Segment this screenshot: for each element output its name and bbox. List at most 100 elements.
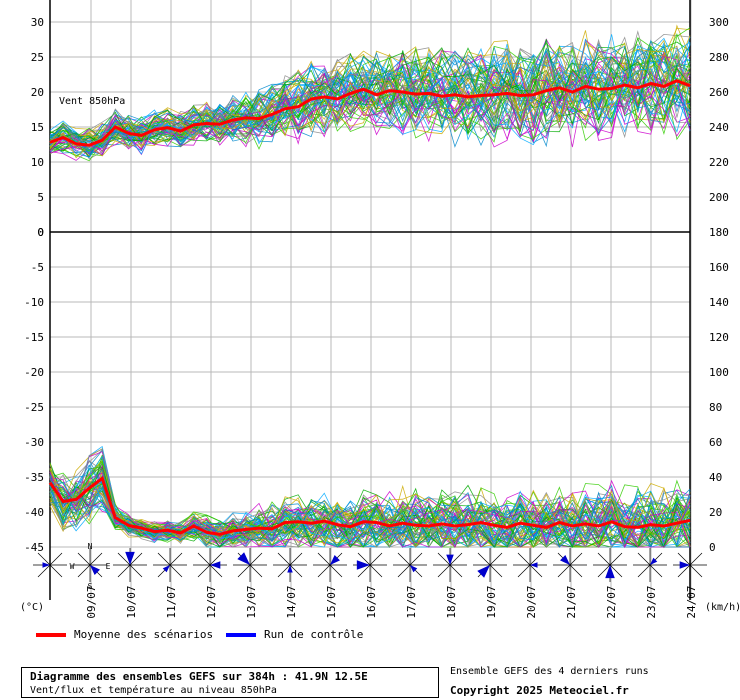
- wind-member-line: [49, 73, 691, 156]
- wind-roses: N S W E: [33, 542, 707, 591]
- title-line-1: Diagramme des ensembles GEFS sur 384h : …: [30, 670, 368, 683]
- temp-y-tick-right: 160: [709, 261, 729, 274]
- wind-rose: [153, 548, 187, 582]
- wind-rose: [353, 548, 387, 582]
- temp-member-line: [49, 460, 691, 539]
- copyright: Copyright 2025 Meteociel.fr: [450, 684, 629, 697]
- temp-y-tick-left: -10: [24, 296, 44, 309]
- wind-rose: [673, 548, 707, 582]
- x-tick-label: 20/07: [525, 585, 538, 618]
- temp-y-tick-left: 0: [37, 226, 44, 239]
- x-tick-label: 10/07: [125, 585, 138, 618]
- temp-y-tick-left: -5: [31, 261, 44, 274]
- wind-y-tick-left: 10: [31, 156, 44, 169]
- wind-y-tick-left: 25: [31, 51, 44, 64]
- compass-letter: N: [88, 542, 93, 551]
- wind-mean-line: [49, 79, 691, 147]
- temp-y-tick-left: -35: [24, 471, 44, 484]
- wind-rose: [233, 548, 267, 582]
- x-tick-label: 13/07: [245, 585, 258, 618]
- wind-y-tick-left: 30: [31, 16, 44, 29]
- x-tick-label: 19/07: [485, 585, 498, 618]
- temp-y-tick-right: 60: [709, 436, 722, 449]
- wind-rose: [513, 548, 547, 582]
- wind-panel-label: Vent 850hPa: [59, 96, 125, 107]
- temp-member-line: [49, 463, 691, 541]
- x-tick-label: 24/07: [685, 585, 698, 618]
- temp-member-line: [49, 469, 691, 540]
- wind-y-tick-right: 260: [709, 86, 729, 99]
- temp-y-tick-left: -45: [24, 541, 44, 554]
- x-tick-label: 21/07: [565, 585, 578, 618]
- wind-y-tick-right: 220: [709, 156, 729, 169]
- temp-y-tick-right: 100: [709, 366, 729, 379]
- mean-lines: [48, 79, 691, 536]
- wind-rose: [593, 548, 627, 582]
- wind-y-tick-right: 280: [709, 51, 729, 64]
- temp-member-line: [49, 486, 691, 549]
- legend-control: Run de contrôle: [226, 628, 363, 641]
- wind-member-line: [49, 70, 691, 158]
- x-tick-label: 15/07: [325, 585, 338, 618]
- legend-mean-swatch: [36, 633, 66, 637]
- grid: [49, 0, 692, 600]
- wind-rose: [313, 548, 347, 582]
- temp-y-tick-right: 40: [709, 471, 722, 484]
- x-tick-label: 17/07: [405, 585, 418, 618]
- temp-y-tick-right: 80: [709, 401, 722, 414]
- temp-y-tick-left: -25: [24, 401, 44, 414]
- wind-y-tick-right: 300: [709, 16, 729, 29]
- wind-rose: [113, 548, 147, 582]
- temp-y-tick-right: 140: [709, 296, 729, 309]
- ensemble-members: [49, 24, 691, 549]
- legend-mean-label: Moyenne des scénarios: [74, 628, 214, 641]
- wind-rose: [73, 548, 107, 582]
- wind-rose: [273, 548, 307, 582]
- compass-letter: S: [88, 582, 93, 591]
- wind-rose: [433, 548, 467, 582]
- wind-member-line: [49, 30, 691, 144]
- temp-member-line: [49, 460, 691, 536]
- temp-y-tick-right: 0: [709, 541, 716, 554]
- temp-y-tick-right: 120: [709, 331, 729, 344]
- title-line-2: Vent/flux et température au niveau 850hP…: [30, 685, 277, 696]
- wind-member-line: [49, 72, 691, 156]
- wind-rose: [193, 548, 227, 582]
- wind-y-tick-right: 200: [709, 191, 729, 204]
- legend-control-swatch: [226, 633, 256, 637]
- compass-letter: W: [70, 562, 75, 571]
- axis-labels: 30 300 25 280 20 260 15 240 10 220 5 200 0 0 180 -5 160 -…: [24, 16, 729, 619]
- runs-note: Ensemble GEFS des 4 derniers runs: [450, 666, 649, 677]
- wind-rose: [33, 548, 67, 582]
- x-tick-label: 09/07: [85, 585, 98, 618]
- left-unit-label: (°C): [20, 602, 44, 613]
- temp-y-tick-left: -15: [24, 331, 44, 344]
- wind-rose: [553, 548, 587, 582]
- x-tick-label: 18/07: [445, 585, 458, 618]
- wind-member-line: [49, 45, 691, 156]
- temp-member-line: [49, 464, 691, 548]
- legend-control-label: Run de contrôle: [264, 628, 364, 641]
- wind-y-tick-left: 5: [37, 191, 44, 204]
- temp-y-tick-left: -40: [24, 506, 44, 519]
- wind-rose: [473, 548, 507, 582]
- temp-y-tick-left: -30: [24, 436, 44, 449]
- x-tick-label: 16/07: [365, 585, 378, 618]
- x-tick-label: 14/07: [285, 585, 298, 618]
- wind-y-tick-right: 240: [709, 121, 729, 134]
- wind-member-line: [49, 62, 691, 155]
- temp-y-tick-left: -20: [24, 366, 44, 379]
- temp-y-tick-right: 180: [709, 226, 729, 239]
- x-tick-label: 12/07: [205, 585, 218, 618]
- compass-letter: E: [106, 562, 111, 571]
- x-tick-label: 22/07: [605, 585, 618, 618]
- title-box: Diagramme des ensembles GEFS sur 384h : …: [21, 667, 439, 698]
- temp-member-line: [49, 494, 691, 549]
- wind-rose: [393, 548, 427, 582]
- temp-member-line: [49, 467, 691, 546]
- wind-y-tick-left: 0: [37, 226, 44, 239]
- right-unit-label: (km/h): [705, 602, 740, 613]
- wind-y-tick-left: 20: [31, 86, 44, 99]
- legend-mean: Moyenne des scénarios: [36, 628, 213, 641]
